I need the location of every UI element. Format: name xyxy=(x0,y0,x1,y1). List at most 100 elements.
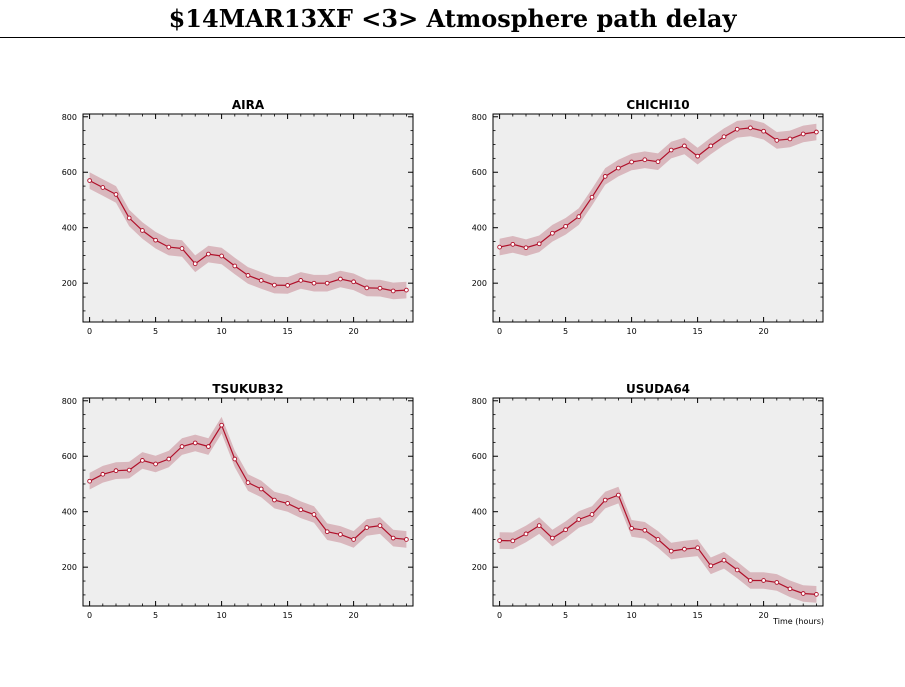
data-point-aira xyxy=(100,185,106,190)
data-point-tsukub32 xyxy=(377,523,383,528)
data-point-chichi10 xyxy=(734,126,740,132)
data-point-tsukub32 xyxy=(272,497,277,503)
data-point-tsukub32 xyxy=(192,440,198,446)
x-tick-label-usuda64: 15 xyxy=(693,611,703,620)
data-point-usuda64 xyxy=(761,578,766,583)
x-tick-label-usuda64: 20 xyxy=(759,611,769,620)
data-point-aira xyxy=(377,285,383,291)
x-axis-label: Time (hours) xyxy=(773,617,824,626)
data-point-usuda64 xyxy=(616,492,621,498)
data-point-tsukub32 xyxy=(245,480,251,485)
x-tick-label-tsukub32: 5 xyxy=(153,611,158,620)
data-point-tsukub32 xyxy=(179,444,185,449)
data-point-usuda64 xyxy=(576,517,582,522)
data-point-tsukub32 xyxy=(285,501,290,506)
data-point-tsukub32 xyxy=(87,478,92,484)
y-tick-label-aira: 800 xyxy=(62,113,77,122)
data-point-usuda64 xyxy=(695,545,700,551)
x-tick-label-aira: 20 xyxy=(349,327,359,336)
y-tick-label-tsukub32: 800 xyxy=(62,397,77,406)
data-point-aira xyxy=(364,285,370,291)
plot-area-tsukub32 xyxy=(83,398,413,606)
data-point-chichi10 xyxy=(787,136,793,142)
x-tick-label-chichi10: 5 xyxy=(563,327,568,336)
data-point-tsukub32 xyxy=(166,456,172,462)
data-point-usuda64 xyxy=(800,591,806,596)
error-band-usuda64 xyxy=(499,486,817,603)
data-point-aira xyxy=(324,280,330,286)
panel-title-tsukub32: TSUKUB32 xyxy=(212,382,284,396)
page-title: $14MAR13XF <3> Atmosphere path delay xyxy=(168,4,737,33)
data-point-usuda64 xyxy=(602,497,608,503)
data-point-usuda64 xyxy=(629,525,634,531)
title-divider xyxy=(0,37,905,38)
data-point-usuda64 xyxy=(708,563,714,569)
data-point-aira xyxy=(219,253,224,259)
data-point-tsukub32 xyxy=(232,456,238,462)
data-point-aira xyxy=(140,228,145,233)
data-point-aira xyxy=(153,237,158,243)
data-point-aira xyxy=(192,261,198,267)
panel-title-aira: AIRA xyxy=(231,98,265,112)
data-point-chichi10 xyxy=(629,159,634,165)
data-point-aira xyxy=(338,276,343,282)
data-point-aira xyxy=(404,287,409,293)
data-point-aira xyxy=(87,178,92,183)
y-tick-label-tsukub32: 600 xyxy=(62,452,77,461)
data-point-tsukub32 xyxy=(390,535,396,541)
panel-title-usuda64: USUDA64 xyxy=(625,382,691,396)
y-tick-label-aira: 400 xyxy=(62,224,77,233)
x-tick-label-tsukub32: 10 xyxy=(217,611,227,620)
data-point-aira xyxy=(232,263,238,269)
data-point-tsukub32 xyxy=(113,468,119,474)
data-point-tsukub32 xyxy=(153,461,158,467)
y-tick-label-tsukub32: 200 xyxy=(62,563,77,572)
plot-area-usuda64 xyxy=(493,398,823,606)
x-tick-label-chichi10: 0 xyxy=(497,327,502,336)
data-point-chichi10 xyxy=(721,134,727,140)
x-tick-label-tsukub32: 15 xyxy=(283,611,293,620)
data-point-chichi10 xyxy=(536,241,542,247)
x-tick-label-chichi10: 20 xyxy=(759,327,769,336)
data-point-usuda64 xyxy=(536,523,542,528)
data-point-aira xyxy=(272,282,277,288)
panel-title-chichi10: CHICHI10 xyxy=(626,98,690,112)
data-point-aira xyxy=(311,280,317,286)
data-point-chichi10 xyxy=(655,159,661,165)
x-tick-label-chichi10: 15 xyxy=(693,327,703,336)
data-point-chichi10 xyxy=(668,147,674,153)
data-point-tsukub32 xyxy=(351,537,356,542)
data-point-tsukub32 xyxy=(298,507,304,513)
x-tick-label-usuda64: 0 xyxy=(497,611,502,620)
x-tick-label-tsukub32: 20 xyxy=(349,611,359,620)
data-point-chichi10 xyxy=(589,194,595,200)
data-point-chichi10 xyxy=(550,230,555,236)
data-point-chichi10 xyxy=(576,214,582,219)
x-tick-label-aira: 5 xyxy=(153,327,158,336)
data-point-tsukub32 xyxy=(338,532,343,537)
data-point-aira xyxy=(390,288,396,294)
y-tick-label-chichi10: 200 xyxy=(472,279,487,288)
data-point-chichi10 xyxy=(682,143,687,149)
data-point-usuda64 xyxy=(510,538,516,544)
data-point-aira xyxy=(351,279,356,285)
data-point-usuda64 xyxy=(668,548,674,554)
data-point-tsukub32 xyxy=(364,525,370,530)
data-point-tsukub32 xyxy=(206,444,211,449)
data-point-usuda64 xyxy=(642,527,648,533)
data-point-aira xyxy=(245,273,251,278)
data-point-chichi10 xyxy=(497,244,502,250)
y-tick-label-chichi10: 400 xyxy=(472,224,487,233)
y-tick-label-chichi10: 600 xyxy=(472,168,487,177)
y-tick-label-chichi10: 800 xyxy=(472,113,487,122)
data-point-chichi10 xyxy=(708,143,714,149)
data-point-usuda64 xyxy=(814,592,819,597)
data-point-tsukub32 xyxy=(100,471,106,477)
data-point-aira xyxy=(166,244,172,250)
data-point-tsukub32 xyxy=(258,486,264,492)
data-point-chichi10 xyxy=(523,245,529,251)
y-tick-label-usuda64: 200 xyxy=(472,563,487,572)
y-tick-label-usuda64: 600 xyxy=(472,452,487,461)
data-point-chichi10 xyxy=(761,128,766,134)
data-point-aira xyxy=(298,278,304,283)
